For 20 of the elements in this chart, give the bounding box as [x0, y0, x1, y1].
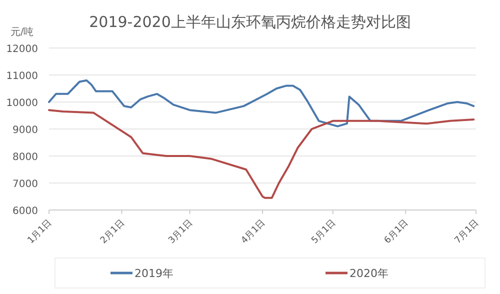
y-tick-label: 9000	[12, 125, 38, 136]
line-series	[48, 79, 475, 128]
x-tick-label: 2月1日	[98, 218, 127, 246]
legend-label: 2020年	[350, 267, 388, 280]
y-tick-label: 7000	[12, 179, 38, 190]
y-tick-label: 6000	[12, 206, 38, 217]
x-tick-label: 6月1日	[382, 218, 411, 246]
x-tick-label: 4月1日	[240, 218, 268, 246]
line-series	[48, 109, 475, 199]
x-tick-label: 7月1日	[453, 218, 482, 246]
y-tick-label: 11000	[6, 71, 38, 82]
y-axis-title: 元/吨	[10, 26, 34, 38]
y-tick-label: 12000	[6, 44, 38, 55]
y-tick-label: 10000	[6, 98, 38, 109]
x-tick-label: 1月1日	[26, 218, 54, 246]
x-tick-label: 5月1日	[310, 218, 338, 246]
y-tick-label: 8000	[12, 152, 38, 163]
legend-label: 2019年	[134, 267, 174, 280]
x-tick-label: 3月1日	[166, 218, 195, 246]
chart-title: 2019-2020上半年山东环氧丙烷价格走势对比图	[89, 13, 411, 31]
